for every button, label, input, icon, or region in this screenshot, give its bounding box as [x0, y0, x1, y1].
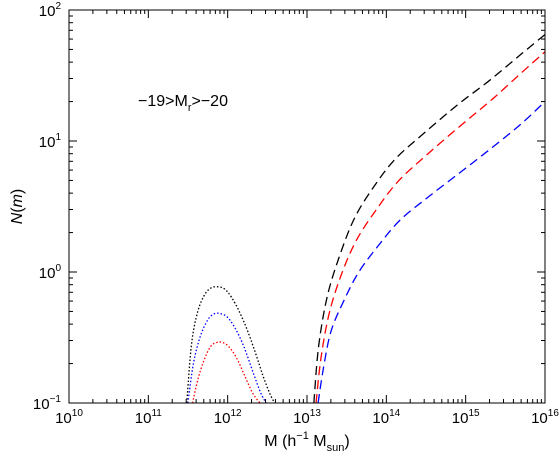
series-line-6: [317, 101, 545, 403]
axis-title-part: sun: [327, 442, 345, 454]
y-tick-base: 10: [39, 3, 56, 20]
x-tick-exponent: 13: [310, 408, 322, 419]
series-line-2: [187, 312, 267, 403]
x-tick-exponent: 11: [151, 408, 162, 419]
x-tick-exponent: 15: [468, 408, 480, 419]
y-tick-exponent: 2: [55, 1, 61, 12]
axis-title-part: N: [9, 212, 26, 224]
x-tick-base: 10: [214, 410, 231, 427]
y-tick-base: 10: [33, 396, 50, 413]
x-tick-labels: 1010 1011 1012 1013 1014 1015 1016: [55, 408, 559, 427]
plot-frame: [68, 9, 546, 404]
annotation-part: −19>M: [138, 93, 188, 110]
axis-title-part: ): [344, 433, 349, 450]
axis-title-part: −1: [296, 430, 309, 442]
x-tick-label: 1014: [372, 408, 400, 427]
series-layer: [186, 34, 545, 403]
x-tick-base: 10: [135, 410, 152, 427]
x-tick-base: 10: [293, 410, 310, 427]
y-tick-label: 10−1: [33, 394, 62, 413]
x-tick-exponent: 14: [389, 408, 401, 419]
y-tick-base: 10: [39, 134, 56, 151]
y-axis-title: N(m): [9, 189, 26, 225]
minor-ticks: [69, 10, 545, 403]
axis-title-part: M (h: [264, 433, 296, 450]
series-line-4: [313, 34, 545, 403]
x-tick-base: 10: [55, 410, 72, 427]
y-tick-base: 10: [39, 265, 56, 282]
x-tick-label: 1012: [214, 408, 242, 427]
series-line-3: [191, 341, 262, 403]
axis-title-part: (: [9, 207, 26, 213]
x-tick-exponent: 12: [230, 408, 242, 419]
y-tick-exponent: 1: [55, 132, 61, 143]
series-line-5: [315, 51, 545, 403]
annotation-part: >−20: [191, 93, 228, 110]
axis-title-part: ): [9, 189, 26, 194]
x-tick-label: 1013: [293, 408, 321, 427]
y-tick-label: 100: [39, 263, 62, 282]
annotation-part: r: [188, 102, 192, 114]
y-tick-exponent: 0: [55, 263, 61, 274]
y-tick-exponent: −1: [50, 394, 62, 405]
x-tick-label: 1016: [531, 408, 559, 427]
chart-annotation: −19>Mr>−20: [138, 93, 228, 114]
axis-title-part: M: [309, 433, 327, 450]
axis-title-part: m: [9, 194, 26, 207]
series-line-1: [186, 286, 276, 403]
x-tick-label: 1015: [452, 408, 480, 427]
x-tick-label: 1010: [55, 408, 83, 427]
x-tick-base: 10: [372, 410, 389, 427]
x-tick-exponent: 10: [72, 408, 84, 419]
x-axis-title: M (h−1 Msun): [264, 430, 349, 454]
x-tick-exponent: 16: [548, 408, 559, 419]
y-tick-label: 102: [39, 1, 62, 20]
x-tick-base: 10: [531, 410, 548, 427]
x-tick-base: 10: [452, 410, 469, 427]
x-tick-label: 1011: [135, 408, 163, 427]
y-tick-label: 101: [39, 132, 62, 151]
